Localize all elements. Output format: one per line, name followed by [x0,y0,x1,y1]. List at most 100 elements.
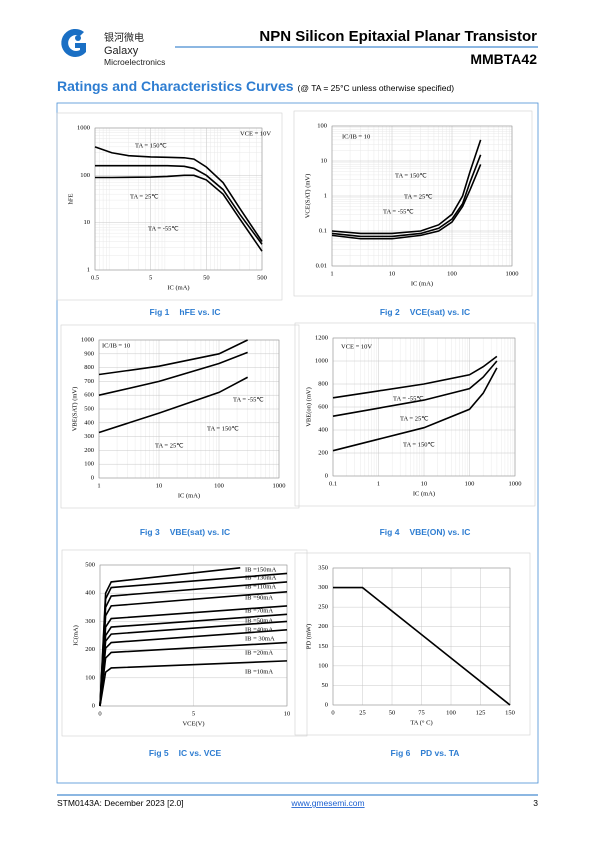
x-tick-label: 0 [331,709,334,716]
y-axis-label: VCE(SAT) (mV) [304,174,311,219]
x-tick-label: 1 [97,482,100,489]
y-tick-label: 200 [318,449,328,456]
x-tick-label: 150 [505,709,515,716]
x-tick-label: 1 [330,270,333,277]
footer-url[interactable]: www.gmesemi.com [290,798,364,808]
logo-mark [61,28,86,57]
x-tick-label: 5 [149,274,152,281]
y-tick-label: 400 [318,426,328,433]
figure-title: VBE(ON) vs. IC [409,527,470,537]
figure-number: Fig 6 [391,748,411,758]
data-line [95,164,263,245]
series-label: TA = 150℃ [207,425,239,432]
plot-area [332,567,511,706]
footer-doc: STM0143A: December 2023 [2.0] [57,798,184,808]
plot-area [94,127,263,271]
y-tick-label: 200 [318,623,328,630]
series-label: TA = 25℃ [400,415,429,422]
figure-title: VBE(sat) vs. IC [170,527,230,537]
y-tick-label: 600 [84,392,94,399]
chart: 1 10 100 1000 0 100 200 300 400 500 600 700 800 900 10… [60,324,300,509]
figure-title: VCE(sat) vs. IC [410,307,470,317]
x-tick-label: 75 [418,709,425,716]
y-tick-label: 1000 [81,336,94,343]
y-tick-label: 0 [91,474,94,481]
y-tick-label: 300 [318,584,328,591]
y-tick-label: 10 [84,219,91,226]
x-axis-label: IC (mA) [167,284,189,291]
figure-caption: Fig 5 IC vs. VCE [149,748,222,758]
y-tick-label: 1000 [315,357,328,364]
data-line [331,164,482,240]
x-tick-label: 50 [389,709,396,716]
y-tick-label: 800 [318,380,328,387]
chart: 0.5 5 50 500 1 10 100 1000 TA = 150℃ TA = 25℃ TA =… [56,112,283,301]
figure-title: IC vs. VCE [179,748,222,758]
x-tick-label: 10 [421,480,428,487]
figure-number: Fig 5 [149,748,169,758]
series-label: TA = -55℃ [233,396,264,403]
plot-area [99,564,288,707]
logo-sub: Microelectronics [104,57,165,67]
x-tick-label: 0.5 [91,274,99,281]
chart-panel [56,112,283,301]
x-axis-label: IC (mA) [411,280,433,287]
y-tick-label: 200 [85,646,95,653]
series-label: TA = -55℃ [148,225,179,232]
series-label: IB =90mA [245,594,273,601]
figure-number: Fig 3 [140,527,160,537]
y-tick-label: 400 [84,419,94,426]
y-tick-label: 100 [84,461,94,468]
x-tick-label: 50 [203,274,210,281]
y-tick-label: 100 [318,662,328,669]
series-label: IB =50mA [245,617,273,624]
chart: 0 25 50 75 100 125 150 0 50 100 150 200 250 300 350 TA … [294,552,531,736]
plot-area [98,339,280,479]
y-tick-label: 400 [85,590,95,597]
series-label: IB =150mA [245,566,277,573]
x-tick-label: 125 [476,709,486,716]
figure-caption: Fig 3 VBE(sat) vs. IC [140,527,230,537]
x-axis-label: IC (mA) [178,492,200,499]
y-tick-label: 1200 [315,334,328,341]
doc-title: NPN Silicon Epitaxial Planar Transistor [259,28,537,45]
x-tick-label: 5 [192,710,195,717]
y-tick-label: 500 [84,405,94,412]
annotation: VCE = 10V [240,130,271,137]
data-line [332,355,498,399]
figure-caption: Fig 6 PD vs. TA [391,748,460,758]
x-tick-label: 1 [377,480,380,487]
y-tick-label: 100 [80,172,90,179]
y-tick-label: 0 [325,701,328,708]
x-axis-label: VCE(V) [182,720,204,727]
y-axis-label: VBE(SAT) (mV) [71,387,78,432]
annotation: IC/IB = 10 [342,133,370,140]
series-label: IB =110mA [245,583,276,590]
x-tick-label: 0.1 [329,480,337,487]
annotation: VCE = 10V [341,343,372,350]
y-tick-label: 500 [85,561,95,568]
series-label: IB =40mA [245,626,273,633]
series-label: TA = 150℃ [395,172,427,179]
chart-panel [293,110,533,297]
x-tick-label: 0 [98,710,101,717]
data-line [95,174,263,252]
y-tick-label: 800 [84,364,94,371]
data-line [94,146,263,242]
series-label: TA = 150℃ [403,441,435,448]
x-tick-label: 100 [465,480,475,487]
chart-panel [294,322,536,507]
series-label: TA = 25℃ [404,193,433,200]
y-tick-label: 50 [322,682,329,689]
footer-page: 3 [533,798,538,808]
y-axis-label: IC(mA) [72,625,79,646]
data-line [98,339,248,376]
y-tick-label: 100 [317,122,327,129]
figure-caption: Fig 2 VCE(sat) vs. IC [380,307,470,317]
series-label: IB = 30mA [245,635,275,642]
y-tick-label: 300 [85,618,95,625]
figure-title: PD vs. TA [420,748,459,758]
y-tick-label: 1000 [77,124,90,131]
chart: 1 10 100 1000 0.01 0.1 1 10 100 TA = 150℃ TA = 25℃… [293,110,533,297]
